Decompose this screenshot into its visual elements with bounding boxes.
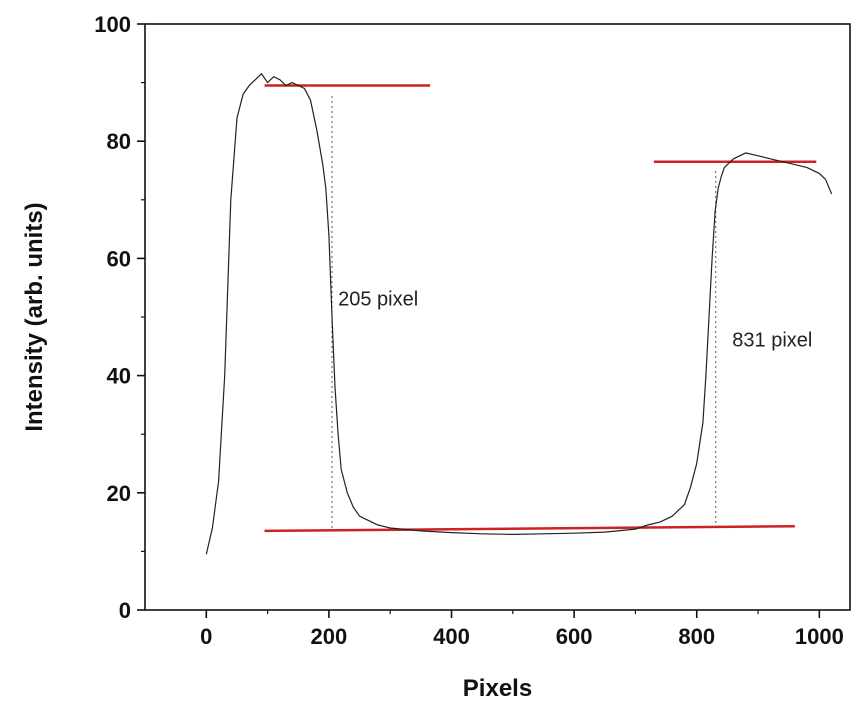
series-line <box>205 72 833 555</box>
x-tick-label: 600 <box>556 624 593 649</box>
annotation-label: 831 pixel <box>732 329 812 351</box>
annotations: 205 pixel 831 pixel <box>338 288 812 351</box>
annotation-label: 205 pixel <box>338 288 418 310</box>
reference-line <box>264 524 795 533</box>
x-axis-title: Pixels <box>463 675 532 702</box>
reference-lines <box>264 84 817 533</box>
y-axis-title: Intensity (arb. units) <box>21 202 48 431</box>
y-tick-label: 40 <box>107 364 131 389</box>
plot-frame <box>144 23 851 611</box>
x-tick-label: 800 <box>678 624 715 649</box>
y-tick-label: 100 <box>94 12 131 37</box>
y-tick-label: 0 <box>119 598 131 623</box>
x-tick-label: 0 <box>200 624 212 649</box>
y-tick-label: 20 <box>107 481 131 506</box>
x-tick-label: 200 <box>311 624 348 649</box>
x-tick-label: 1000 <box>795 624 844 649</box>
x-tick-label: 400 <box>433 624 470 649</box>
axis-ticks: 0 200 400 600 800 1000 0 20 40 60 80 100 <box>94 12 844 649</box>
y-tick-label: 60 <box>107 246 131 271</box>
y-tick-label: 80 <box>107 129 131 154</box>
dotted-markers <box>331 94 717 528</box>
